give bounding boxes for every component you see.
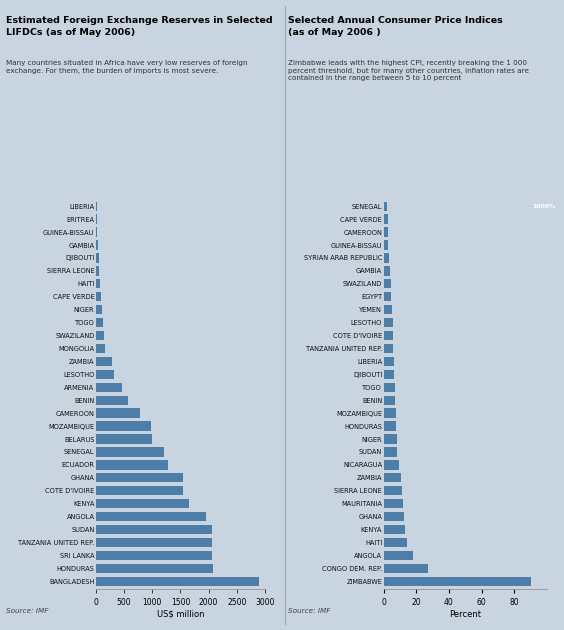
Bar bbox=[96, 214, 97, 224]
Text: Selected Annual Consumer Price Indices
(as of May 2006 ): Selected Annual Consumer Price Indices (… bbox=[288, 16, 503, 37]
Bar bbox=[384, 461, 399, 469]
Bar bbox=[384, 512, 404, 521]
X-axis label: Percent: Percent bbox=[450, 610, 481, 619]
Bar bbox=[96, 512, 206, 521]
Bar bbox=[96, 434, 152, 444]
Bar bbox=[96, 357, 112, 366]
Bar bbox=[384, 370, 394, 379]
Bar bbox=[384, 551, 413, 560]
Bar bbox=[384, 253, 389, 263]
Bar bbox=[384, 241, 389, 249]
Bar bbox=[384, 473, 400, 483]
Bar bbox=[96, 279, 100, 289]
Bar bbox=[96, 318, 103, 327]
Bar bbox=[96, 370, 114, 379]
Bar bbox=[384, 499, 403, 508]
Bar bbox=[96, 266, 99, 275]
Bar bbox=[384, 382, 395, 392]
Bar bbox=[96, 202, 97, 211]
Bar bbox=[384, 266, 390, 275]
Bar bbox=[96, 564, 213, 573]
Bar bbox=[96, 538, 212, 547]
Bar bbox=[96, 241, 99, 249]
Bar bbox=[384, 564, 428, 573]
Bar bbox=[96, 292, 101, 301]
Bar bbox=[384, 434, 396, 444]
Bar bbox=[384, 344, 393, 353]
Bar bbox=[96, 551, 212, 560]
Bar bbox=[384, 305, 391, 314]
Bar bbox=[96, 447, 164, 457]
Bar bbox=[384, 357, 394, 366]
Bar bbox=[384, 447, 398, 457]
Bar bbox=[384, 408, 396, 418]
Text: Source: IMF: Source: IMF bbox=[288, 608, 330, 614]
Bar bbox=[384, 525, 405, 534]
Text: Estimated Foreign Exchange Reserves in Selected
LIFDCs (as of May 2006): Estimated Foreign Exchange Reserves in S… bbox=[6, 16, 272, 37]
Bar bbox=[384, 292, 391, 301]
Bar bbox=[96, 305, 102, 314]
Text: Source: IMF: Source: IMF bbox=[6, 608, 48, 614]
Bar bbox=[384, 227, 388, 237]
Bar bbox=[96, 227, 98, 237]
Bar bbox=[384, 396, 395, 405]
Bar bbox=[96, 421, 151, 431]
Bar bbox=[384, 538, 407, 547]
Bar bbox=[96, 382, 122, 392]
Bar bbox=[384, 279, 391, 289]
Bar bbox=[96, 408, 140, 418]
Bar bbox=[96, 253, 99, 263]
Bar bbox=[96, 396, 128, 405]
Text: 1000%: 1000% bbox=[532, 203, 556, 209]
Bar bbox=[96, 499, 189, 508]
Text: Zimbabwe leads with the highest CPI, recently breaking the 1 000
percent thresho: Zimbabwe leads with the highest CPI, rec… bbox=[288, 60, 528, 81]
Bar bbox=[384, 331, 393, 340]
Bar bbox=[96, 461, 168, 469]
Bar bbox=[96, 576, 259, 586]
Bar bbox=[384, 214, 387, 224]
X-axis label: US$ million: US$ million bbox=[157, 610, 204, 619]
Bar bbox=[384, 486, 402, 495]
Bar bbox=[96, 486, 183, 495]
Bar bbox=[384, 318, 393, 327]
Bar bbox=[384, 576, 531, 586]
Bar bbox=[384, 202, 387, 211]
Bar bbox=[384, 421, 396, 431]
Bar bbox=[96, 473, 183, 483]
Bar bbox=[96, 331, 104, 340]
Text: Many countries situated in Africa have very low reserves of foreign
exchange. Fo: Many countries situated in Africa have v… bbox=[6, 60, 247, 74]
Bar bbox=[96, 344, 105, 353]
Bar bbox=[96, 525, 212, 534]
